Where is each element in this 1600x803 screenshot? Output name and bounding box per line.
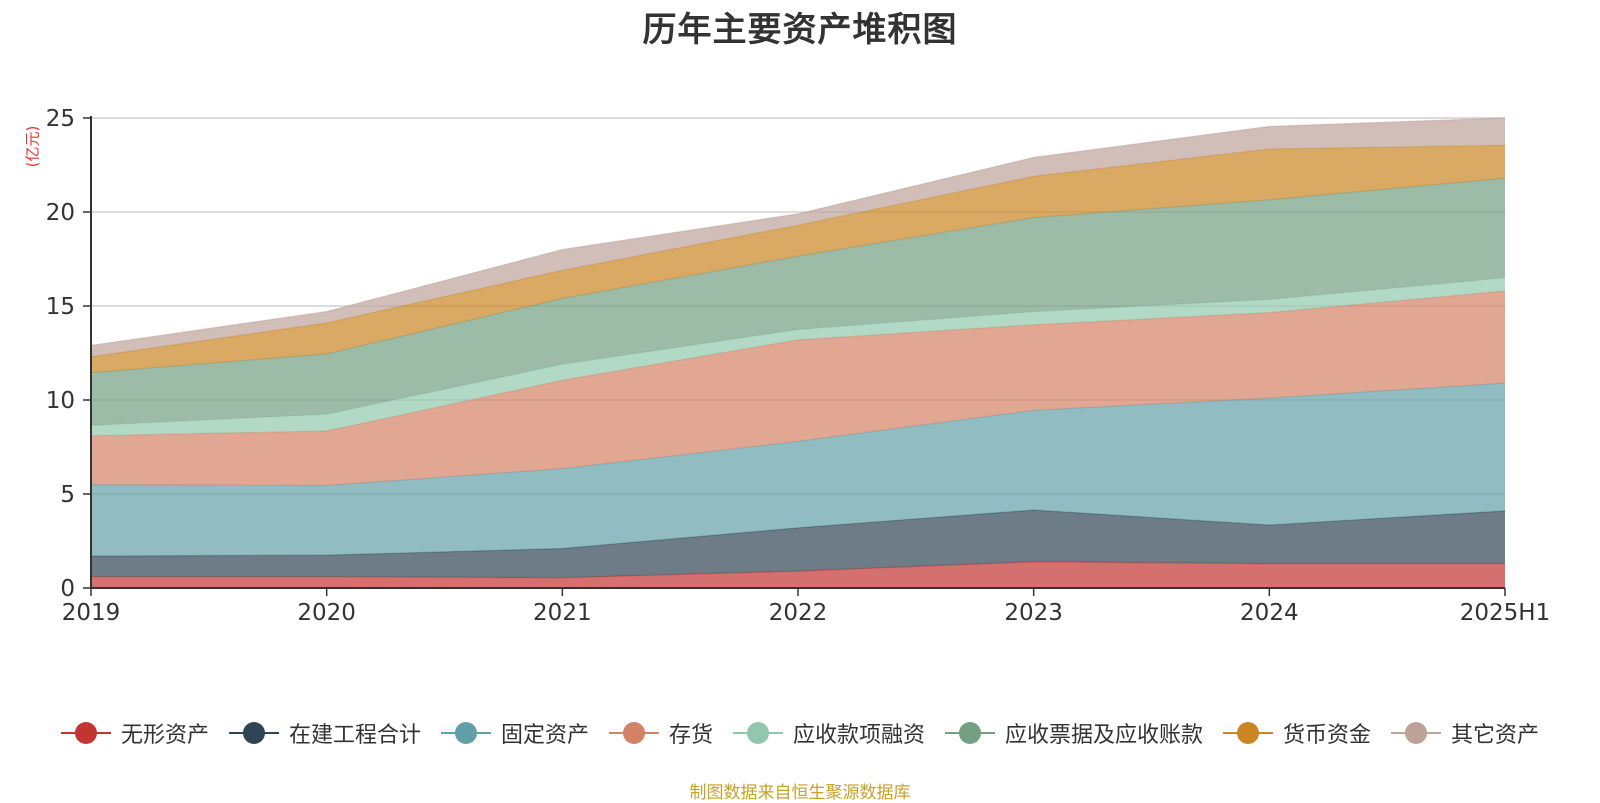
area-series-3[interactable]	[91, 383, 1505, 556]
legend-dot	[1237, 722, 1260, 744]
legend-dot	[74, 722, 97, 744]
legend-label: 应收款项融资	[793, 723, 926, 748]
legend-marker-icon	[945, 721, 996, 745]
legend-item[interactable]: 固定资产	[440, 717, 589, 749]
area-series-layer	[90, 117, 1506, 588]
legend: 无形资产 在建工程合计 固定资产 存货 应收款项融资 应收票据及应收账款 货币资金 其它资产	[0, 716, 1600, 750]
legend-marker-icon	[60, 721, 111, 745]
area-series-5[interactable]	[91, 277, 1505, 436]
x-tick-label: 2023	[1004, 600, 1063, 626]
area-series-8[interactable]	[91, 118, 1505, 357]
legend-dot	[1405, 722, 1428, 744]
area-series-1[interactable]	[91, 561, 1505, 588]
x-tick-label: 2021	[533, 600, 592, 626]
x-tick-label: 2022	[769, 600, 828, 626]
legend-item[interactable]: 应收票据及应收账款	[945, 717, 1203, 749]
legend-marker-icon	[440, 721, 491, 745]
legend-marker-icon	[733, 721, 783, 745]
legend-label: 应收票据及应收账款	[1005, 723, 1204, 748]
x-tick-label: 2020	[297, 600, 356, 626]
legend-marker-icon	[1391, 721, 1442, 745]
area-series-6[interactable]	[91, 178, 1505, 426]
legend-item[interactable]: 货币资金	[1223, 717, 1371, 749]
legend-dot	[622, 722, 645, 744]
x-tick-label: 2019	[62, 600, 121, 626]
series-line-8	[90, 117, 1506, 347]
legend-label: 无形资产	[120, 723, 209, 748]
y-tick-label: 25	[46, 106, 75, 132]
area-series-4[interactable]	[91, 291, 1505, 486]
y-tick-label: 0	[60, 576, 75, 602]
legend-item[interactable]: 无形资产	[60, 717, 209, 749]
legend-dot	[747, 722, 769, 744]
y-tick-label: 15	[46, 294, 75, 320]
legend-marker-icon	[228, 721, 279, 745]
area-series-7[interactable]	[91, 145, 1505, 373]
legend-dot	[454, 722, 477, 744]
legend-marker-icon	[608, 721, 659, 745]
source-note: 制图数据来自恒生聚源数据库	[689, 783, 911, 803]
legend-dot	[242, 722, 265, 744]
legend-item[interactable]: 其它资产	[1391, 717, 1539, 749]
legend-label: 存货	[668, 723, 713, 748]
area-series-2[interactable]	[91, 510, 1505, 578]
legend-item[interactable]: 存货	[608, 717, 713, 749]
legend-label: 固定资产	[500, 723, 589, 748]
chart-title: 历年主要资产堆积图	[642, 10, 958, 50]
legend-item[interactable]: 应收款项融资	[733, 717, 925, 749]
x-tick-label: 2024	[1240, 600, 1299, 626]
x-tick-label: 2025H1	[1460, 600, 1550, 626]
y-tick-label: 5	[60, 482, 75, 508]
y-tick-label: 20	[46, 200, 75, 226]
legend-item[interactable]: 在建工程合计	[228, 717, 421, 749]
y-tick-label: 10	[46, 388, 75, 414]
axes: 0 5 10 15 20 25 2019 2020 2021 2022 2023 2024 2025H1	[46, 106, 1551, 626]
legend-label: 在建工程合计	[288, 723, 421, 748]
legend-dot	[959, 722, 982, 744]
legend-label: 其它资产	[1451, 723, 1540, 748]
legend-label: 货币资金	[1283, 723, 1372, 748]
legend-marker-icon	[1223, 721, 1274, 745]
